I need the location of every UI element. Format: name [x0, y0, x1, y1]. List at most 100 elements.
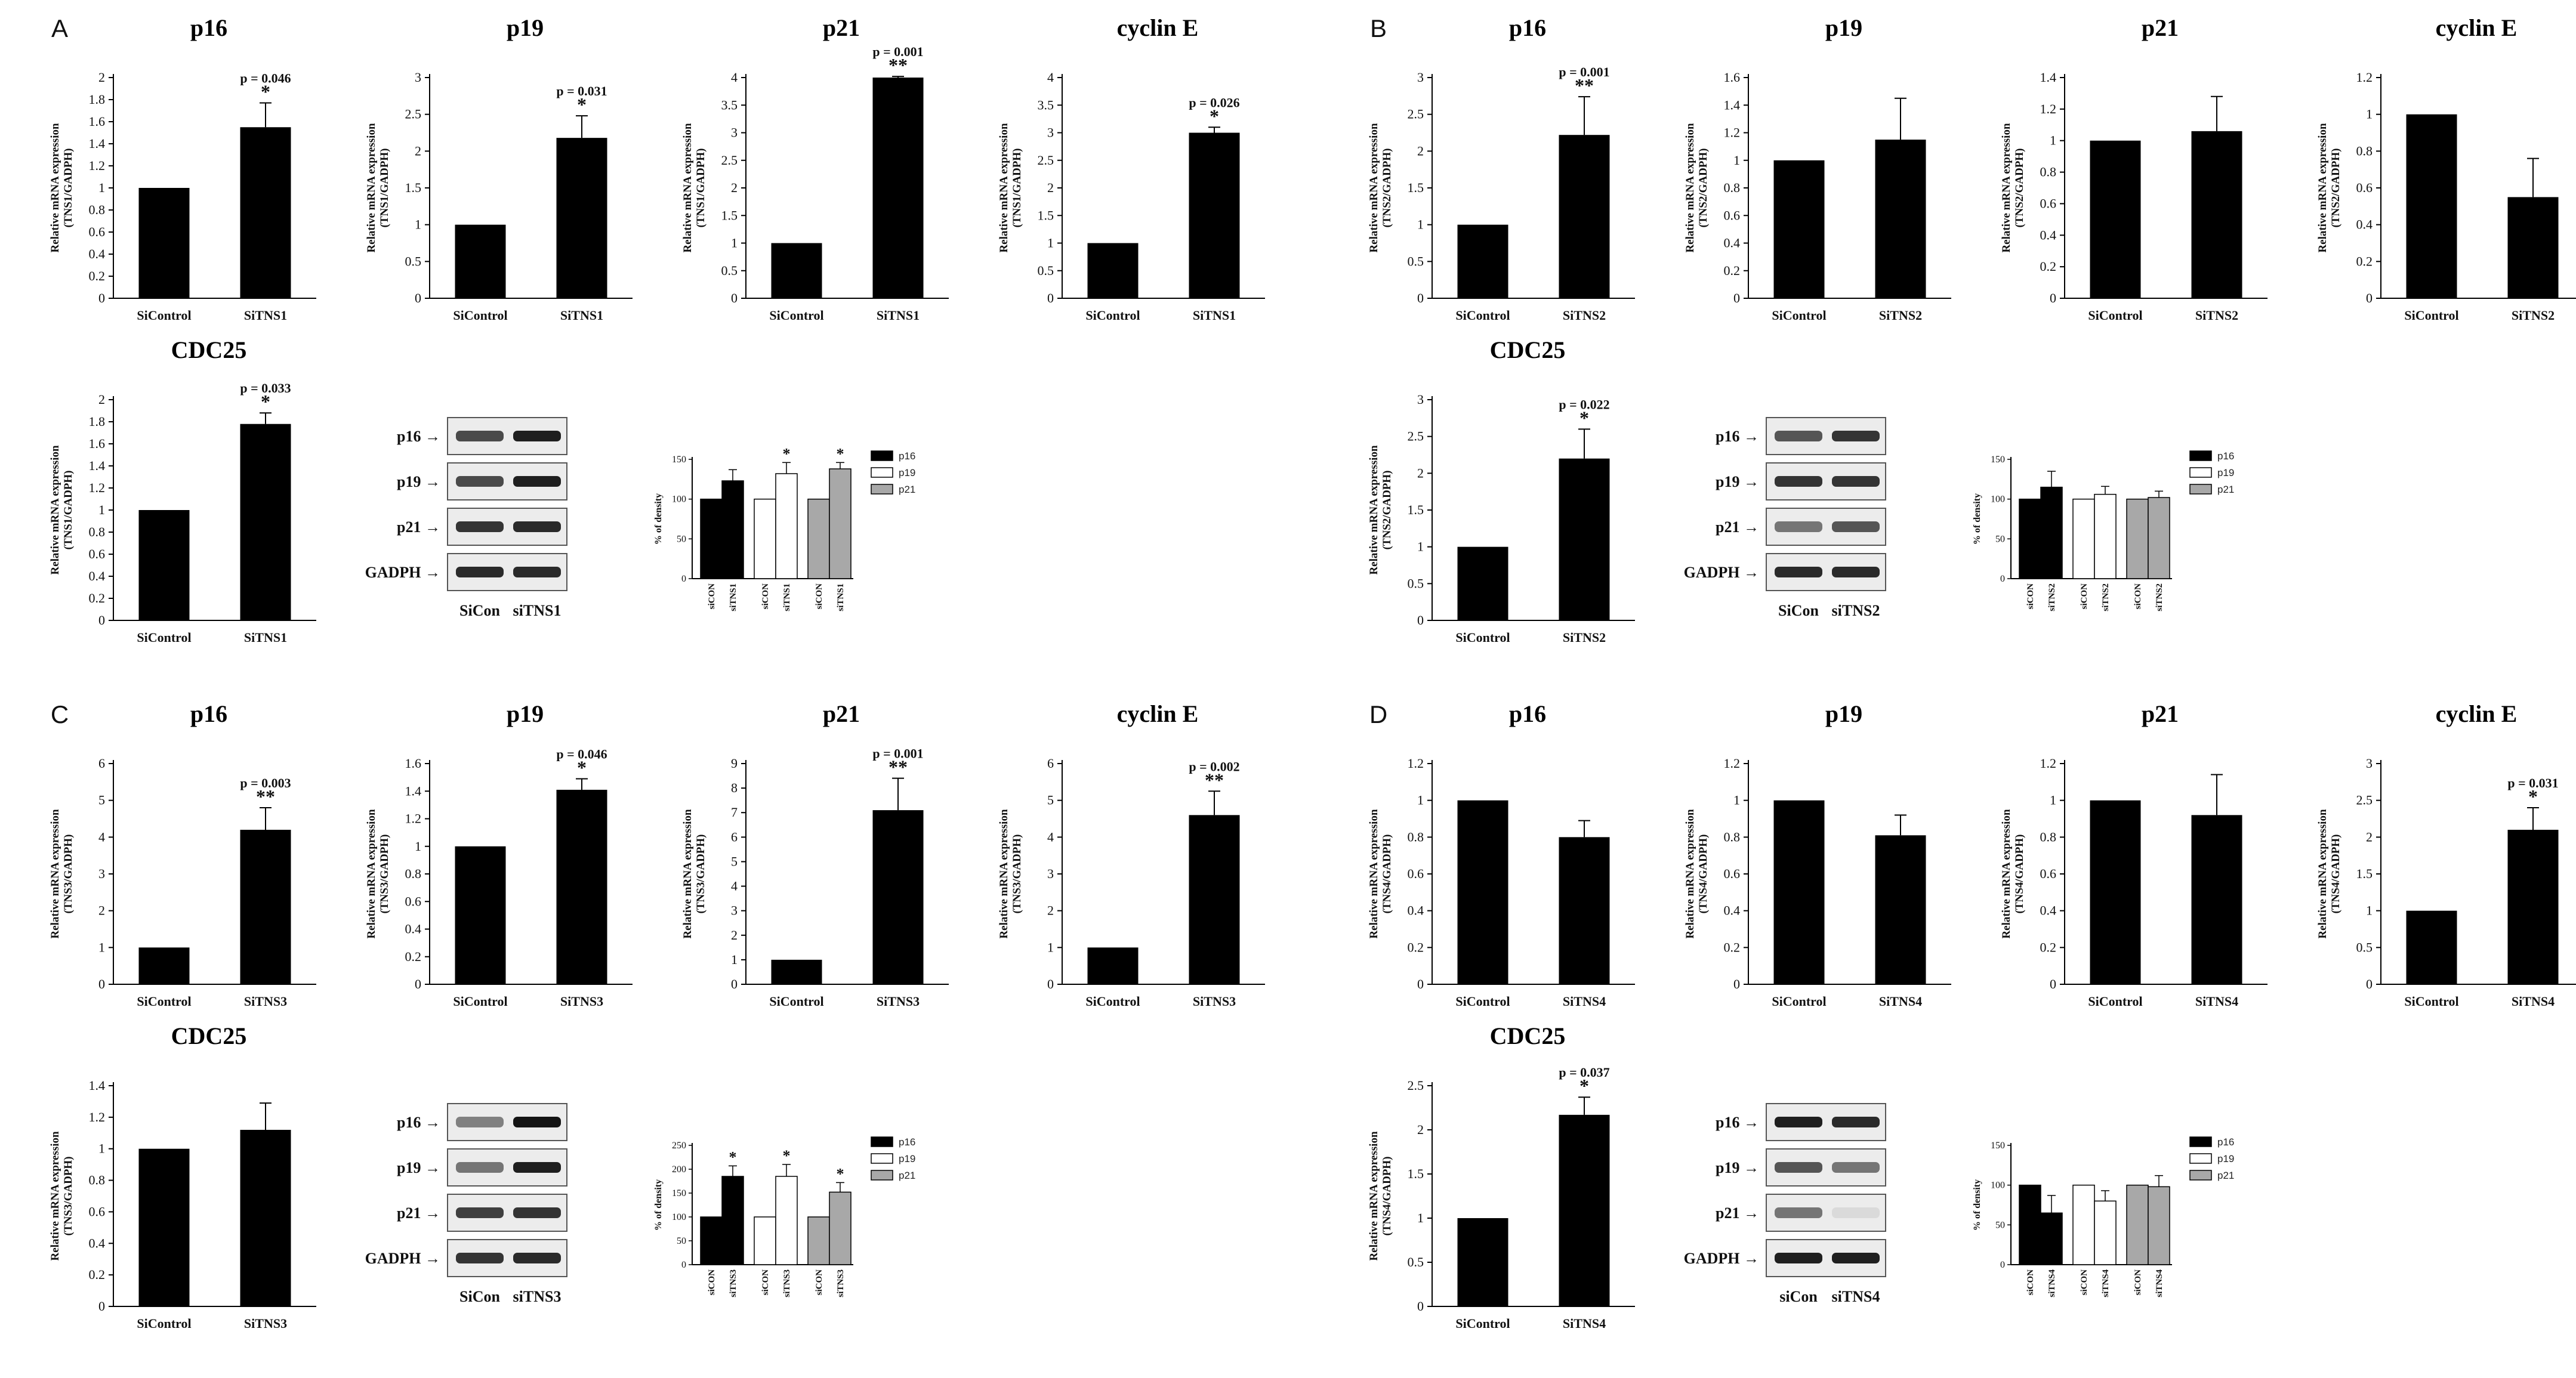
panel-c-density-chart-ytick-label: 150	[672, 1188, 686, 1198]
panel-d-chart-cdc25-ytick-label: 1.5	[1408, 1166, 1424, 1181]
panel-a-density-chart-sig-5: *	[837, 445, 844, 462]
panel-c-density-chart-legend-swatch-2	[871, 1170, 893, 1181]
panel-a-chart-cdc25-bar-1	[240, 424, 291, 620]
panel-c-chart-cyclin-e-ytick-label: 6	[1047, 756, 1054, 771]
panel-a-chart-cyclin-e-ytick-label: 1	[1047, 236, 1054, 251]
panel-c-density-chart-legend-swatch-0	[871, 1136, 893, 1147]
panel-a-chart-cyclin-e-xlabel-0: SiControl	[1085, 308, 1140, 323]
panel-a-density-chart-legend-swatch-1	[871, 467, 893, 478]
panel-c-western-blot-row-label-0: p16 →	[397, 1114, 440, 1131]
panel-d-chart-cyclin-e-bar-1	[2507, 830, 2559, 984]
panel-d-chart-p16-title: p16	[1509, 700, 1546, 727]
panel-a-density-chart-xlabel-1: siTNS1	[729, 583, 738, 611]
panel-b-western-blot-lane-label-1: siTNS2	[1832, 602, 1880, 619]
panel-c-western-blot-band-2-1	[513, 1207, 561, 1218]
panel-b-chart-p16-ytick-label: 3	[1417, 70, 1424, 85]
panel-d-chart-p21-title: p21	[2142, 700, 2179, 727]
panel-c-chart-cdc25-bar-0	[138, 1148, 190, 1306]
panel-a-chart-cdc25-title: CDC25	[171, 336, 247, 363]
panel-b-western-blot-band-1-0	[1775, 476, 1822, 487]
panel-a-chart-p21-bar-0	[771, 243, 822, 298]
panel-b-chart-p19-ytick-label: 1.4	[1724, 97, 1741, 112]
panel-c-chart-p16-bar-0	[138, 947, 190, 984]
panel-a-chart-cyclin-e-bar-1	[1189, 132, 1240, 298]
panel-a-density-chart-xlabel-0: siCON	[707, 583, 717, 610]
panel-c-chart-p16-ytick-label: 5	[98, 793, 105, 808]
panel-c-density-chart-xlabel-5: siTNS3	[836, 1269, 846, 1297]
panel-b-density-chart-ytick-label: 0	[2000, 574, 2005, 584]
panel-b-density-chart-bar-4	[2126, 498, 2149, 579]
panel-a-chart-p16-ytick-label: 1	[98, 180, 105, 195]
panel-c-density-chart-legend-label-0: p16	[899, 1136, 915, 1148]
panel-a-chart-cdc25-ylabel: Relative mRNA expression	[49, 445, 61, 575]
panel-a-western-blot-band-1-1	[513, 476, 561, 487]
panel-d-chart-p16-xlabel-1: SiTNS4	[1563, 994, 1606, 1009]
panel-d-western-blot-band-2-1	[1832, 1207, 1880, 1218]
panel-b-chart-p16-ytick-label: 1	[1417, 217, 1424, 232]
panel-a-chart-cdc25-sig: *	[261, 391, 270, 412]
panel-a-chart-p19-ylabel-unit: (TNS1/GADPH)	[378, 149, 391, 228]
panel-c-chart-cdc25-ylabel: Relative mRNA expression	[49, 1131, 61, 1261]
panel-d-chart-p16-ytick-label: 0.2	[1408, 940, 1424, 954]
panel-d-western-blot-band-1-0	[1775, 1162, 1822, 1173]
panel-d-chart-p16-bar-1	[1559, 837, 1610, 984]
panel-c-chart-p16-xlabel-1: SiTNS3	[244, 994, 287, 1009]
panel-d-density-chart-ylabel: % of density	[1972, 1179, 1982, 1231]
panel-a-density-chart-ytick-label: 50	[677, 534, 686, 544]
panel-a-western-blot-band-0-0	[456, 431, 504, 441]
panel-b-chart-cyclin-e-ylabel-unit: (TNS2/GADPH)	[2330, 149, 2342, 228]
panel-d-chart-p21-xlabel-0: SiControl	[2088, 994, 2142, 1009]
panel-b-western-blot-row-label-0: p16 →	[1716, 428, 1759, 445]
panel-b-chart-p19-ytick-label: 0.6	[1724, 208, 1741, 223]
panel-b-chart-p19-ytick-label: 1	[1733, 153, 1740, 168]
panel-a-chart-cyclin-e-sig: *	[1210, 105, 1219, 126]
panel-c-chart-p21-ytick-label: 5	[731, 854, 738, 869]
panel-d-chart-p21-ytick-label: 0.2	[2040, 940, 2057, 954]
panel-d-density-chart-legend-swatch-2	[2189, 1170, 2212, 1181]
panel-a-density-chart-ylabel: % of density	[653, 493, 664, 545]
panel-b-western-blot-band-2-0	[1775, 521, 1822, 532]
panel-d-chart-cdc25-xlabel-0: SiControl	[1455, 1316, 1510, 1331]
panel-c-chart-p21-bar-1	[872, 810, 924, 984]
panel-c-chart-p19-title: p19	[507, 700, 544, 727]
panel-b-chart-cdc25-pvalue: p = 0.022	[1559, 397, 1609, 412]
panel-d-chart-cyclin-e-sig: *	[2528, 786, 2538, 807]
panel-a-density-chart-legend-label-0: p16	[899, 450, 915, 462]
panel-c-chart-cdc25-ylabel-unit: (TNS3/GADPH)	[62, 1157, 75, 1236]
panel-c-chart-p16-ytick-label: 0	[98, 977, 105, 991]
panel-a-chart-p16-ytick-label: 1.6	[89, 114, 106, 129]
panel-b-chart-cdc25-ylabel: Relative mRNA expression	[1368, 445, 1380, 575]
panel-a-chart-cdc25-ytick-label: 0.6	[89, 546, 106, 561]
panel-b-chart-p16-ytick-label: 1.5	[1408, 180, 1424, 195]
panel-c-chart-p19-ytick-label: 1.4	[405, 783, 422, 798]
panel-b-density-chart-legend-swatch-0	[2189, 450, 2212, 461]
panel-c-chart-p16-ytick-label: 1	[98, 940, 105, 954]
panel-d-chart-cyclin-e-ytick-label: 0	[2366, 977, 2373, 991]
panel-b-chart-cyclin-e-xlabel-0: SiControl	[2404, 308, 2458, 323]
panel-c-chart-p16-pvalue: p = 0.003	[240, 775, 291, 790]
panel-b-chart-p21-xlabel-0: SiControl	[2088, 308, 2142, 323]
panel-a-chart-cdc25-ytick-label: 0.4	[89, 568, 106, 583]
panel-b-density-chart-ytick-label: 100	[1991, 495, 2005, 505]
panel-b-chart-p19-ytick-label: 0.4	[1724, 236, 1741, 251]
panel-a-density-chart-ytick-label: 0	[681, 574, 686, 584]
panel-b-chart-p16-bar-0	[1457, 224, 1508, 298]
panel-b-chart-p21-ytick-label: 0.2	[2040, 259, 2057, 274]
panel-a-chart-p16-ytick-label: 0.8	[89, 202, 106, 217]
panel-c-chart-cdc25-ytick-label: 0.8	[89, 1173, 106, 1188]
panel-d-western-blot-band-3-1	[1832, 1253, 1880, 1263]
panel-a-chart-cyclin-e-ytick-label: 1.5	[1038, 208, 1054, 223]
panel-a-chart-p16-ylabel-unit: (TNS1/GADPH)	[62, 149, 75, 228]
panel-b-chart-cyclin-e-ytick-label: 0.6	[2356, 180, 2373, 195]
panel-a-western-blot-lane-label-0: SiCon	[459, 602, 500, 619]
panel-b-chart-p21-ytick-label: 0.4	[2040, 227, 2057, 242]
panel-c-density-chart-ytick-label: 100	[672, 1212, 686, 1222]
panel-b-chart-cdc25-sig: *	[1579, 407, 1589, 428]
panel-a-chart-p16-ytick-label: 2	[98, 70, 105, 85]
panel-d-density-chart-bar-3	[2094, 1200, 2117, 1265]
panel-a-chart-p21-ytick-label: 3	[731, 125, 738, 140]
panel-a-chart-cyclin-e-ylabel-unit: (TNS1/GADPH)	[1011, 149, 1023, 228]
